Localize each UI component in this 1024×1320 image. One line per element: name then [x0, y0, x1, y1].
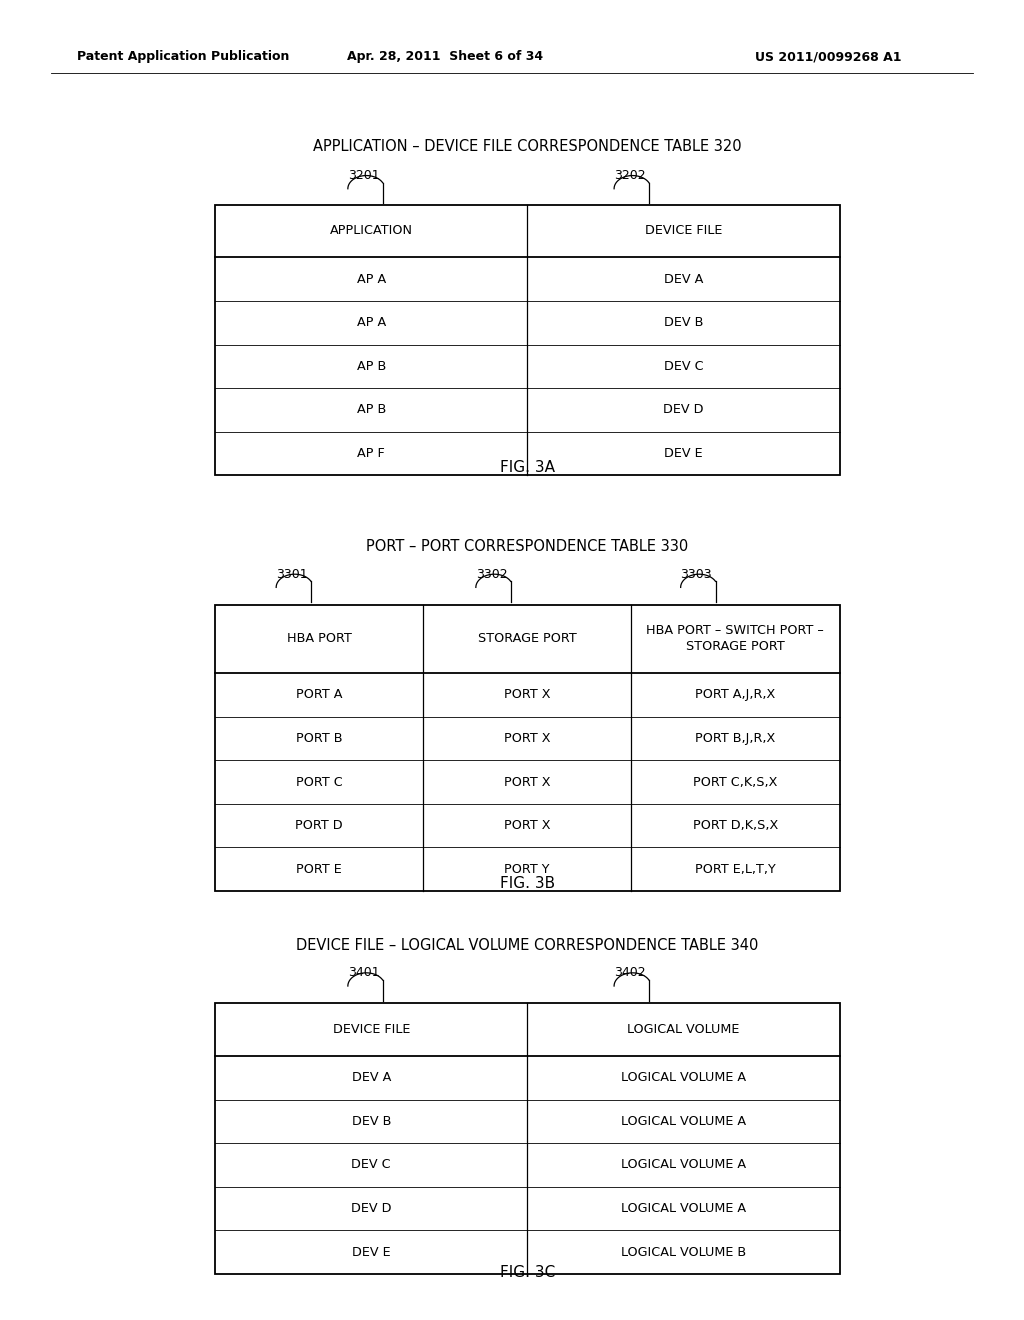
Text: DEV C: DEV C — [664, 360, 703, 372]
Text: DEVICE FILE: DEVICE FILE — [645, 224, 722, 238]
Text: Patent Application Publication: Patent Application Publication — [77, 50, 289, 63]
Text: HBA PORT – SWITCH PORT –
STORAGE PORT: HBA PORT – SWITCH PORT – STORAGE PORT — [646, 624, 824, 653]
Text: PORT A: PORT A — [296, 689, 342, 701]
Text: PORT Y: PORT Y — [504, 863, 550, 875]
Text: FIG. 3C: FIG. 3C — [500, 1266, 555, 1280]
Text: PORT D: PORT D — [295, 820, 343, 832]
Text: DEV E: DEV E — [352, 1246, 390, 1258]
Text: LOGICAL VOLUME B: LOGICAL VOLUME B — [621, 1246, 746, 1258]
Text: 3301: 3301 — [276, 568, 307, 581]
Text: PORT X: PORT X — [504, 820, 550, 832]
Text: DEV E: DEV E — [665, 447, 702, 459]
Text: PORT C: PORT C — [296, 776, 342, 788]
Text: AP F: AP F — [357, 447, 385, 459]
Text: DEVICE FILE: DEVICE FILE — [333, 1023, 410, 1036]
Text: PORT D,K,S,X: PORT D,K,S,X — [693, 820, 778, 832]
Text: PORT B,J,R,X: PORT B,J,R,X — [695, 733, 775, 744]
Text: PORT E,L,T,Y: PORT E,L,T,Y — [695, 863, 776, 875]
Text: PORT A,J,R,X: PORT A,J,R,X — [695, 689, 775, 701]
Text: DEV B: DEV B — [664, 317, 703, 329]
Text: US 2011/0099268 A1: US 2011/0099268 A1 — [755, 50, 901, 63]
Text: Apr. 28, 2011  Sheet 6 of 34: Apr. 28, 2011 Sheet 6 of 34 — [347, 50, 544, 63]
Text: PORT E: PORT E — [296, 863, 342, 875]
Text: PORT C,K,S,X: PORT C,K,S,X — [693, 776, 777, 788]
Text: DEV D: DEV D — [351, 1203, 391, 1214]
Text: APPLICATION: APPLICATION — [330, 224, 413, 238]
Text: 3402: 3402 — [614, 966, 645, 979]
Text: FIG. 3A: FIG. 3A — [500, 461, 555, 475]
Text: STORAGE PORT: STORAGE PORT — [477, 632, 577, 645]
Text: DEV A: DEV A — [664, 273, 703, 285]
Bar — [215, 605, 840, 891]
Bar — [215, 1003, 840, 1274]
Text: PORT X: PORT X — [504, 689, 550, 701]
Text: 3201: 3201 — [348, 169, 379, 182]
Text: DEVICE FILE – LOGICAL VOLUME CORRESPONDENCE TABLE 340: DEVICE FILE – LOGICAL VOLUME CORRESPONDE… — [296, 939, 759, 953]
Text: FIG. 3B: FIG. 3B — [500, 876, 555, 891]
Text: 3302: 3302 — [476, 568, 507, 581]
Text: DEV C: DEV C — [351, 1159, 391, 1171]
Text: AP A: AP A — [356, 273, 386, 285]
Bar — [215, 205, 840, 475]
Text: HBA PORT: HBA PORT — [287, 632, 351, 645]
Text: DEV D: DEV D — [664, 404, 703, 416]
Text: LOGICAL VOLUME A: LOGICAL VOLUME A — [621, 1203, 746, 1214]
Text: AP B: AP B — [356, 360, 386, 372]
Text: AP A: AP A — [356, 317, 386, 329]
Text: 3202: 3202 — [614, 169, 645, 182]
Text: APPLICATION – DEVICE FILE CORRESPONDENCE TABLE 320: APPLICATION – DEVICE FILE CORRESPONDENCE… — [313, 140, 741, 154]
Text: AP B: AP B — [356, 404, 386, 416]
Text: LOGICAL VOLUME A: LOGICAL VOLUME A — [621, 1072, 746, 1084]
Text: LOGICAL VOLUME: LOGICAL VOLUME — [628, 1023, 739, 1036]
Text: 3303: 3303 — [681, 568, 712, 581]
Text: PORT – PORT CORRESPONDENCE TABLE 330: PORT – PORT CORRESPONDENCE TABLE 330 — [367, 540, 688, 554]
Text: 3401: 3401 — [348, 966, 379, 979]
Text: LOGICAL VOLUME A: LOGICAL VOLUME A — [621, 1115, 746, 1127]
Text: LOGICAL VOLUME A: LOGICAL VOLUME A — [621, 1159, 746, 1171]
Text: DEV B: DEV B — [351, 1115, 391, 1127]
Text: PORT X: PORT X — [504, 733, 550, 744]
Text: DEV A: DEV A — [351, 1072, 391, 1084]
Text: PORT X: PORT X — [504, 776, 550, 788]
Text: PORT B: PORT B — [296, 733, 342, 744]
